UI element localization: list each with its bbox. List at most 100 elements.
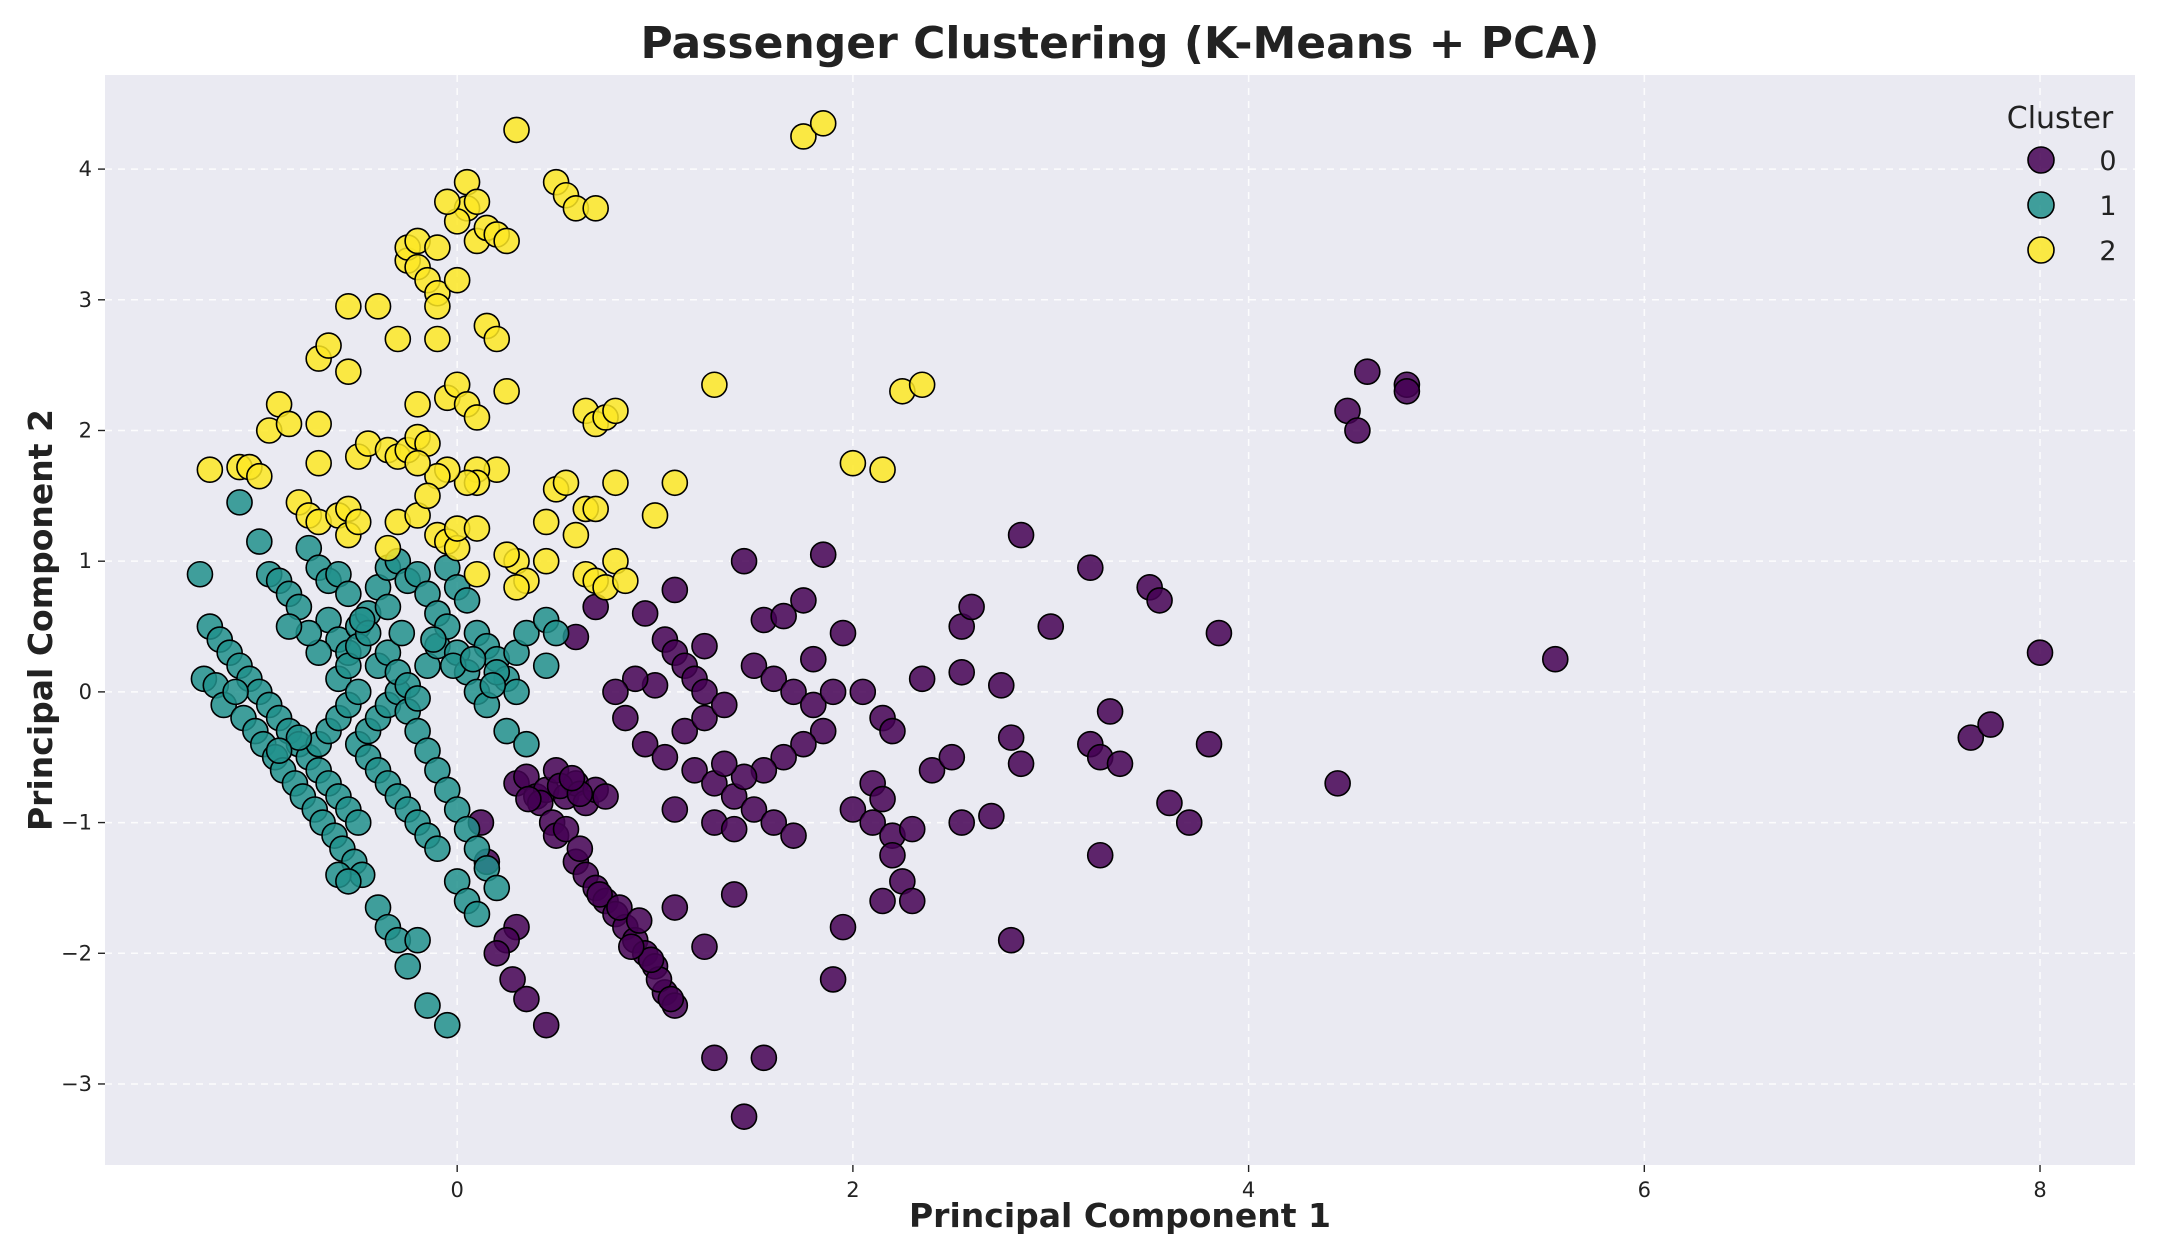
y-tick-label: −3 xyxy=(61,1072,92,1096)
x-tick-label: 2 xyxy=(846,1178,859,1202)
data-point xyxy=(364,293,392,320)
data-point xyxy=(532,508,560,536)
data-point xyxy=(2026,639,2054,666)
data-point xyxy=(424,325,451,353)
y-tick-label: 3 xyxy=(79,288,92,312)
data-point xyxy=(710,691,738,719)
data-point xyxy=(1957,724,1985,751)
data-point xyxy=(730,547,758,575)
data-point xyxy=(374,534,402,562)
data-point xyxy=(226,489,253,516)
data-point xyxy=(987,672,1015,699)
legend-label: 2 xyxy=(2099,236,2116,267)
data-point xyxy=(617,933,645,961)
data-point xyxy=(463,188,491,216)
data-point xyxy=(869,456,896,484)
data-point xyxy=(305,449,332,477)
data-point xyxy=(433,1011,461,1039)
data-point xyxy=(800,691,827,719)
legend: Cluster 0 1 2 xyxy=(2007,101,2117,267)
data-point xyxy=(790,587,817,614)
data-point xyxy=(1007,750,1035,778)
data-point xyxy=(483,874,511,902)
data-point xyxy=(849,678,877,706)
data-point xyxy=(453,469,481,497)
data-point xyxy=(1205,619,1233,647)
data-point xyxy=(1324,770,1351,797)
data-point xyxy=(483,325,511,353)
data-point xyxy=(730,763,758,791)
data-point xyxy=(1354,358,1381,385)
data-point xyxy=(499,966,526,993)
series-0 xyxy=(467,358,2054,1130)
data-point xyxy=(730,1103,758,1130)
data-point xyxy=(443,266,471,294)
y-tick-label: −1 xyxy=(61,811,92,835)
data-point xyxy=(879,717,906,745)
x-tick-label: 6 xyxy=(1638,1178,1651,1202)
data-point xyxy=(631,600,659,627)
data-point xyxy=(1156,789,1183,817)
data-point xyxy=(691,678,718,706)
data-point xyxy=(740,796,768,823)
data-point xyxy=(404,685,431,712)
data-point xyxy=(453,587,481,614)
data-point xyxy=(424,835,451,863)
data-point xyxy=(222,678,249,706)
data-point xyxy=(651,743,679,771)
data-point xyxy=(404,449,431,477)
data-point xyxy=(612,567,639,595)
data-point xyxy=(948,658,976,686)
legend-marker xyxy=(2027,146,2055,174)
data-point xyxy=(586,881,613,908)
data-point xyxy=(1393,377,1421,405)
grid xyxy=(105,75,2135,1165)
data-point xyxy=(558,764,586,792)
y-tick-label: 1 xyxy=(79,549,92,573)
data-point xyxy=(1106,750,1134,778)
data-point xyxy=(552,815,580,843)
data-point xyxy=(463,515,491,542)
data-point xyxy=(1007,521,1035,549)
data-point xyxy=(602,678,629,706)
data-point xyxy=(515,785,542,813)
data-point xyxy=(1096,698,1124,725)
data-point xyxy=(503,574,530,601)
data-point xyxy=(859,809,886,836)
data-point xyxy=(839,796,867,823)
data-point xyxy=(479,672,507,699)
data-point xyxy=(661,796,689,823)
data-point xyxy=(463,900,491,928)
data-point xyxy=(1977,711,2004,738)
data-point xyxy=(671,717,699,745)
data-point xyxy=(344,678,372,706)
x-tick-label: 4 xyxy=(1242,1178,1255,1202)
legend-title: Cluster xyxy=(2007,101,2114,136)
data-point xyxy=(420,626,447,653)
data-point xyxy=(433,188,461,216)
data-point xyxy=(305,410,332,438)
data-point xyxy=(513,985,540,1013)
data-point xyxy=(562,521,590,549)
data-point xyxy=(661,469,689,497)
y-tick-label: 4 xyxy=(79,157,92,181)
data-point xyxy=(602,397,629,425)
data-point xyxy=(750,1044,778,1072)
data-point xyxy=(641,502,669,529)
data-point xyxy=(701,371,728,399)
data-point xyxy=(790,730,817,758)
data-point xyxy=(839,449,867,477)
data-point xyxy=(1146,587,1173,614)
data-point xyxy=(493,541,520,568)
y-tick-label: −2 xyxy=(61,941,92,965)
data-point xyxy=(344,508,372,536)
x-tick-label: 0 xyxy=(450,1178,463,1202)
data-point xyxy=(275,410,303,438)
data-point xyxy=(606,894,633,921)
data-point xyxy=(602,469,629,497)
data-point xyxy=(1344,417,1371,444)
data-point xyxy=(657,985,685,1013)
data-point xyxy=(493,377,520,405)
data-point xyxy=(908,665,936,693)
